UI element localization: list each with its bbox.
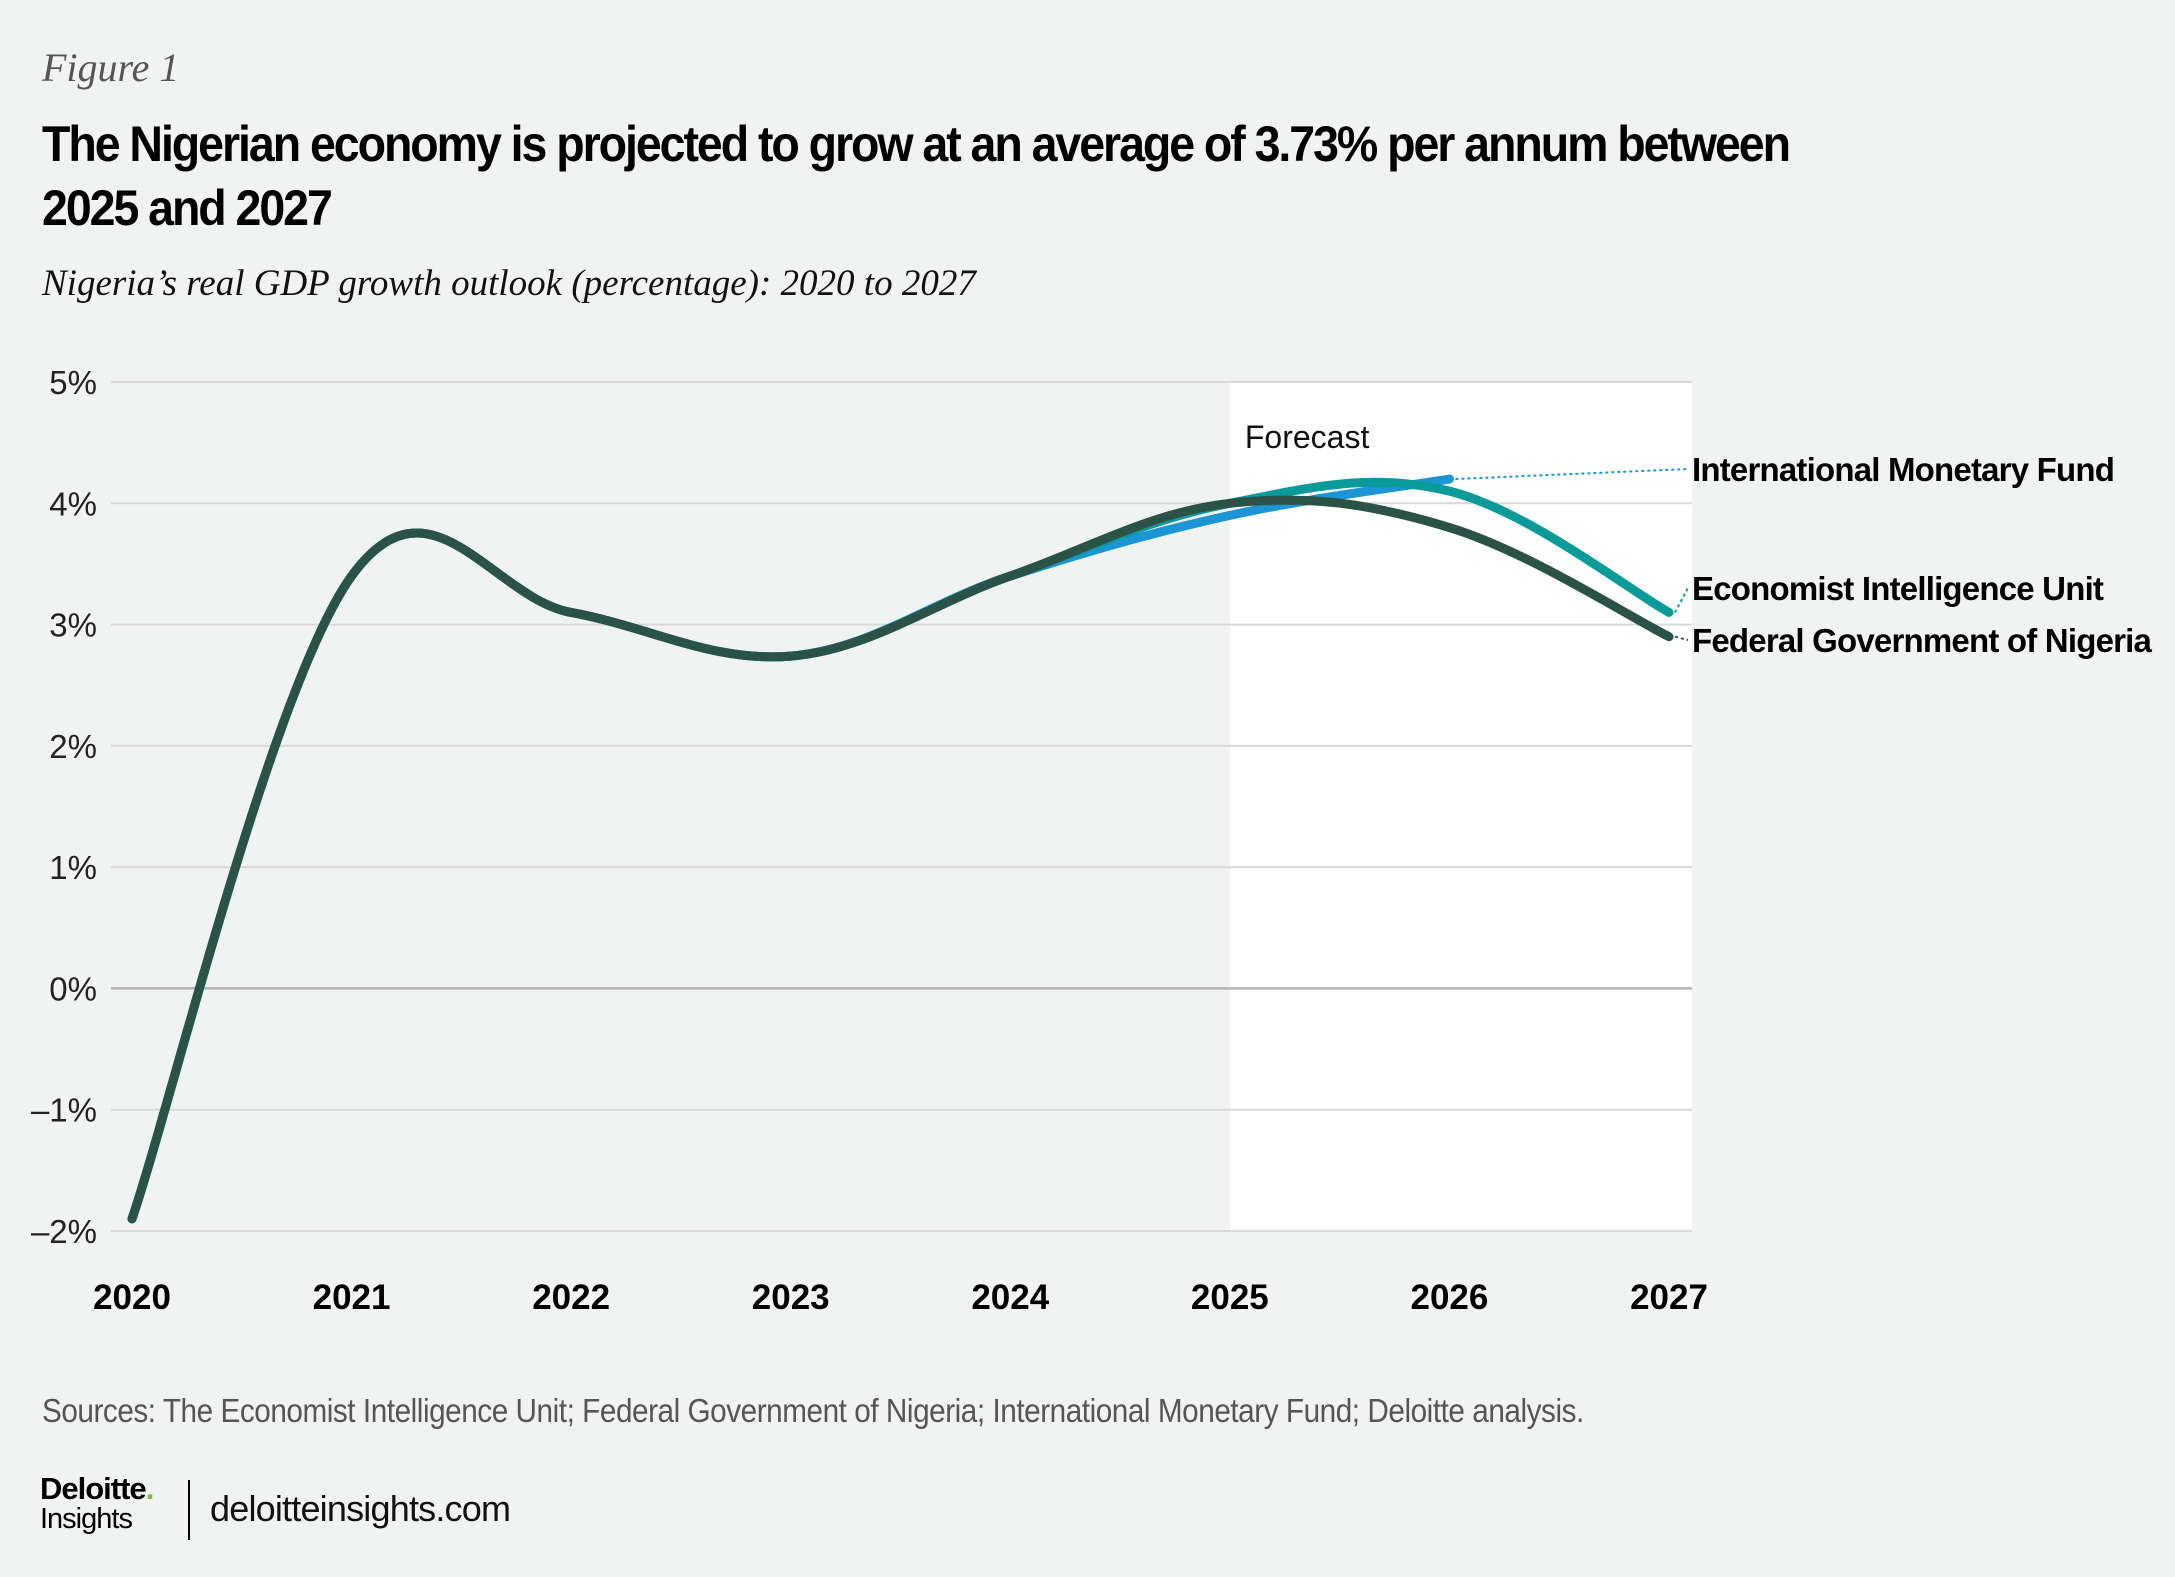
x-tick-label: 2021 bbox=[313, 1278, 391, 1317]
y-tick-label: 4% bbox=[49, 485, 97, 522]
y-tick-label: 2% bbox=[49, 728, 97, 765]
series-label-eiu: Economist Intelligence Unit bbox=[1692, 570, 2104, 607]
series-lines bbox=[127, 474, 1674, 1224]
figure-label: Figure 1 bbox=[42, 45, 180, 90]
deloitte-insights-logo: Deloitte. Insights bbox=[40, 1471, 155, 1535]
y-tick-label: 5% bbox=[49, 364, 97, 401]
y-axis-labels: 5% 4% 3% 2% 1% 0% –1% –2% bbox=[31, 364, 97, 1250]
sources-note: Sources: The Economist Intelligence Unit… bbox=[42, 1392, 1584, 1429]
chart-subtitle: Nigeria’s real GDP growth outlook (perce… bbox=[42, 263, 976, 304]
x-tick-label: 2027 bbox=[1630, 1278, 1708, 1317]
x-tick-label: 2025 bbox=[1191, 1278, 1269, 1317]
brand-url-link[interactable]: deloitteinsights.com bbox=[210, 1488, 511, 1529]
x-tick-label: 2024 bbox=[971, 1278, 1049, 1317]
x-axis-labels: 2020 2021 2022 2023 2024 2025 2026 2027 bbox=[93, 1278, 1708, 1317]
y-tick-label: 0% bbox=[49, 970, 97, 1007]
y-tick-label: 1% bbox=[49, 849, 97, 886]
series-label-fgn: Federal Government of Nigeria bbox=[1692, 622, 2153, 659]
x-tick-label: 2022 bbox=[532, 1278, 610, 1317]
x-tick-label: 2026 bbox=[1410, 1278, 1488, 1317]
brand-divider bbox=[188, 1480, 190, 1540]
x-tick-label: 2023 bbox=[752, 1278, 830, 1317]
leader-line-fgn bbox=[1674, 635, 1689, 641]
series-label-imf: International Monetary Fund bbox=[1692, 451, 2114, 488]
forecast-label: Forecast bbox=[1245, 419, 1370, 455]
leader-line-imf bbox=[1455, 468, 1689, 481]
leader-line-eiu bbox=[1674, 587, 1689, 613]
y-tick-label: 3% bbox=[49, 607, 97, 644]
y-tick-label: –2% bbox=[31, 1213, 97, 1250]
y-tick-label: –1% bbox=[31, 1092, 97, 1129]
series-line-fgn bbox=[127, 495, 1674, 1224]
forecast-band bbox=[1229, 382, 1692, 1231]
brand-dot: . bbox=[145, 1471, 155, 1506]
chart-title: The Nigerian economy is projected to gro… bbox=[42, 116, 1791, 236]
brand-name: Deloitte bbox=[40, 1471, 147, 1506]
brand-sub: Insights bbox=[40, 1503, 133, 1535]
direct-labels: International Monetary Fund Economist Int… bbox=[1455, 451, 2153, 659]
gridlines bbox=[111, 381, 1692, 1232]
x-tick-label: 2020 bbox=[93, 1278, 171, 1317]
